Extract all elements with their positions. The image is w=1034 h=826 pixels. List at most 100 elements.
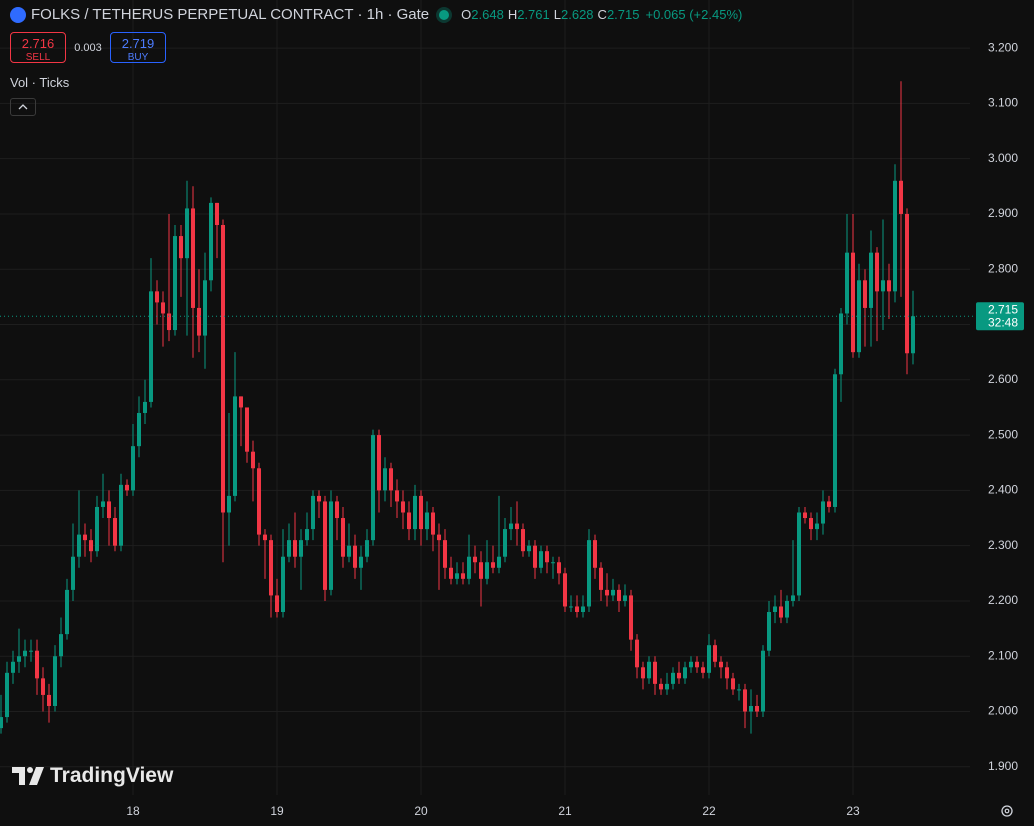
candle-body [677, 672, 681, 679]
buy-button[interactable]: 2.719 BUY [110, 32, 166, 63]
watermark-logo [12, 767, 44, 785]
candle-body [35, 650, 39, 679]
last-price-label: 2.715 [988, 302, 1018, 316]
candle-body [149, 291, 153, 402]
candle-body [101, 501, 105, 507]
candle-body [719, 661, 723, 668]
candle-body [23, 650, 27, 657]
candle-body [389, 468, 393, 491]
candle-body [815, 523, 819, 530]
status-dot [439, 9, 450, 20]
candle-body [413, 495, 417, 530]
candle-body [383, 468, 387, 491]
countdown: 32:48 [988, 315, 1018, 329]
candle-body [335, 501, 339, 519]
candle-body [497, 556, 501, 568]
y-tick-label: 3.100 [988, 96, 1018, 110]
candle-body [617, 589, 621, 601]
candle-body [533, 545, 537, 568]
sell-label: SELL [25, 52, 51, 63]
candle-body [557, 562, 561, 574]
candle-body [509, 523, 513, 530]
candle-body [545, 551, 549, 563]
candle-body [293, 540, 297, 557]
candle-body [659, 683, 663, 690]
candle-body [419, 495, 423, 530]
candle-body [893, 180, 897, 292]
y-tick-label: 2.500 [988, 427, 1018, 441]
candle-body [203, 280, 207, 336]
last-price-tag [976, 302, 1024, 331]
candle-body [191, 208, 195, 308]
x-tick-label: 23 [846, 804, 860, 818]
watermark: TradingView [12, 764, 173, 788]
candle-body [401, 501, 405, 513]
sell-button[interactable]: 2.716 SELL [10, 32, 66, 63]
candle-body [773, 606, 777, 613]
candle-body [707, 645, 711, 673]
candle-body [281, 556, 285, 613]
candle-body [125, 484, 129, 491]
candle-body [407, 512, 411, 530]
candle-body [623, 595, 627, 601]
collapse-icon [18, 104, 28, 110]
candle-body [563, 573, 567, 607]
candle-body [47, 694, 51, 706]
candle-body [713, 645, 717, 662]
candle-body [113, 518, 117, 546]
ohlc-value: 2.715 [606, 7, 640, 22]
candle-body [473, 556, 477, 563]
indicators[interactable]: Vol · Ticks [10, 75, 70, 90]
y-tick-label: 3.000 [988, 151, 1018, 165]
candle-body [629, 595, 633, 640]
candle-body [365, 540, 369, 557]
candle-body [737, 689, 741, 691]
candle-body [827, 501, 831, 507]
candle-body [461, 573, 465, 579]
settings-icon[interactable] [1001, 805, 1013, 817]
y-tick-label: 2.300 [988, 538, 1018, 552]
candle-body [65, 589, 69, 635]
candle-body [575, 606, 579, 613]
y-tick-label: 2.000 [988, 704, 1018, 718]
candle-body [911, 316, 915, 354]
candle-body [581, 606, 585, 613]
candle-body [593, 540, 597, 568]
candle-body [695, 661, 699, 668]
candle-body [743, 689, 747, 712]
candle-body [443, 540, 447, 568]
candle-body [881, 280, 885, 292]
symbol-title[interactable]: FOLKS / TETHERUS PERPETUAL CONTRACT · 1h… [31, 6, 430, 23]
candle-body [239, 396, 243, 408]
y-tick-label: 2.100 [988, 648, 1018, 662]
candle-body [767, 612, 771, 651]
candle-body [227, 495, 231, 513]
candle-body [29, 650, 33, 652]
candle-body [857, 280, 861, 353]
candle-body [17, 656, 21, 662]
candle-body [701, 667, 705, 673]
candle-body [173, 236, 177, 331]
candle-body [131, 446, 135, 491]
candle-body [875, 252, 879, 292]
candle-body [329, 501, 333, 590]
candle-body [305, 529, 309, 541]
x-tick-label: 18 [126, 804, 140, 818]
collapse-button[interactable] [10, 98, 36, 116]
candle-body [803, 512, 807, 519]
candle-body [635, 639, 639, 668]
candle-body [317, 495, 321, 502]
candle-body [41, 678, 45, 695]
candle-body [821, 501, 825, 524]
candle-body [11, 661, 15, 673]
candle-body [515, 523, 519, 530]
candle-body [755, 705, 759, 712]
candle-body [605, 589, 609, 596]
candle-body [731, 678, 735, 690]
y-tick-label: 3.200 [988, 40, 1018, 54]
x-tick-label: 20 [414, 804, 428, 818]
ohlc-value: 2.761 [517, 7, 550, 22]
candle-body [5, 672, 9, 718]
candle-body [197, 307, 201, 336]
y-tick-label: 2.600 [988, 372, 1018, 386]
